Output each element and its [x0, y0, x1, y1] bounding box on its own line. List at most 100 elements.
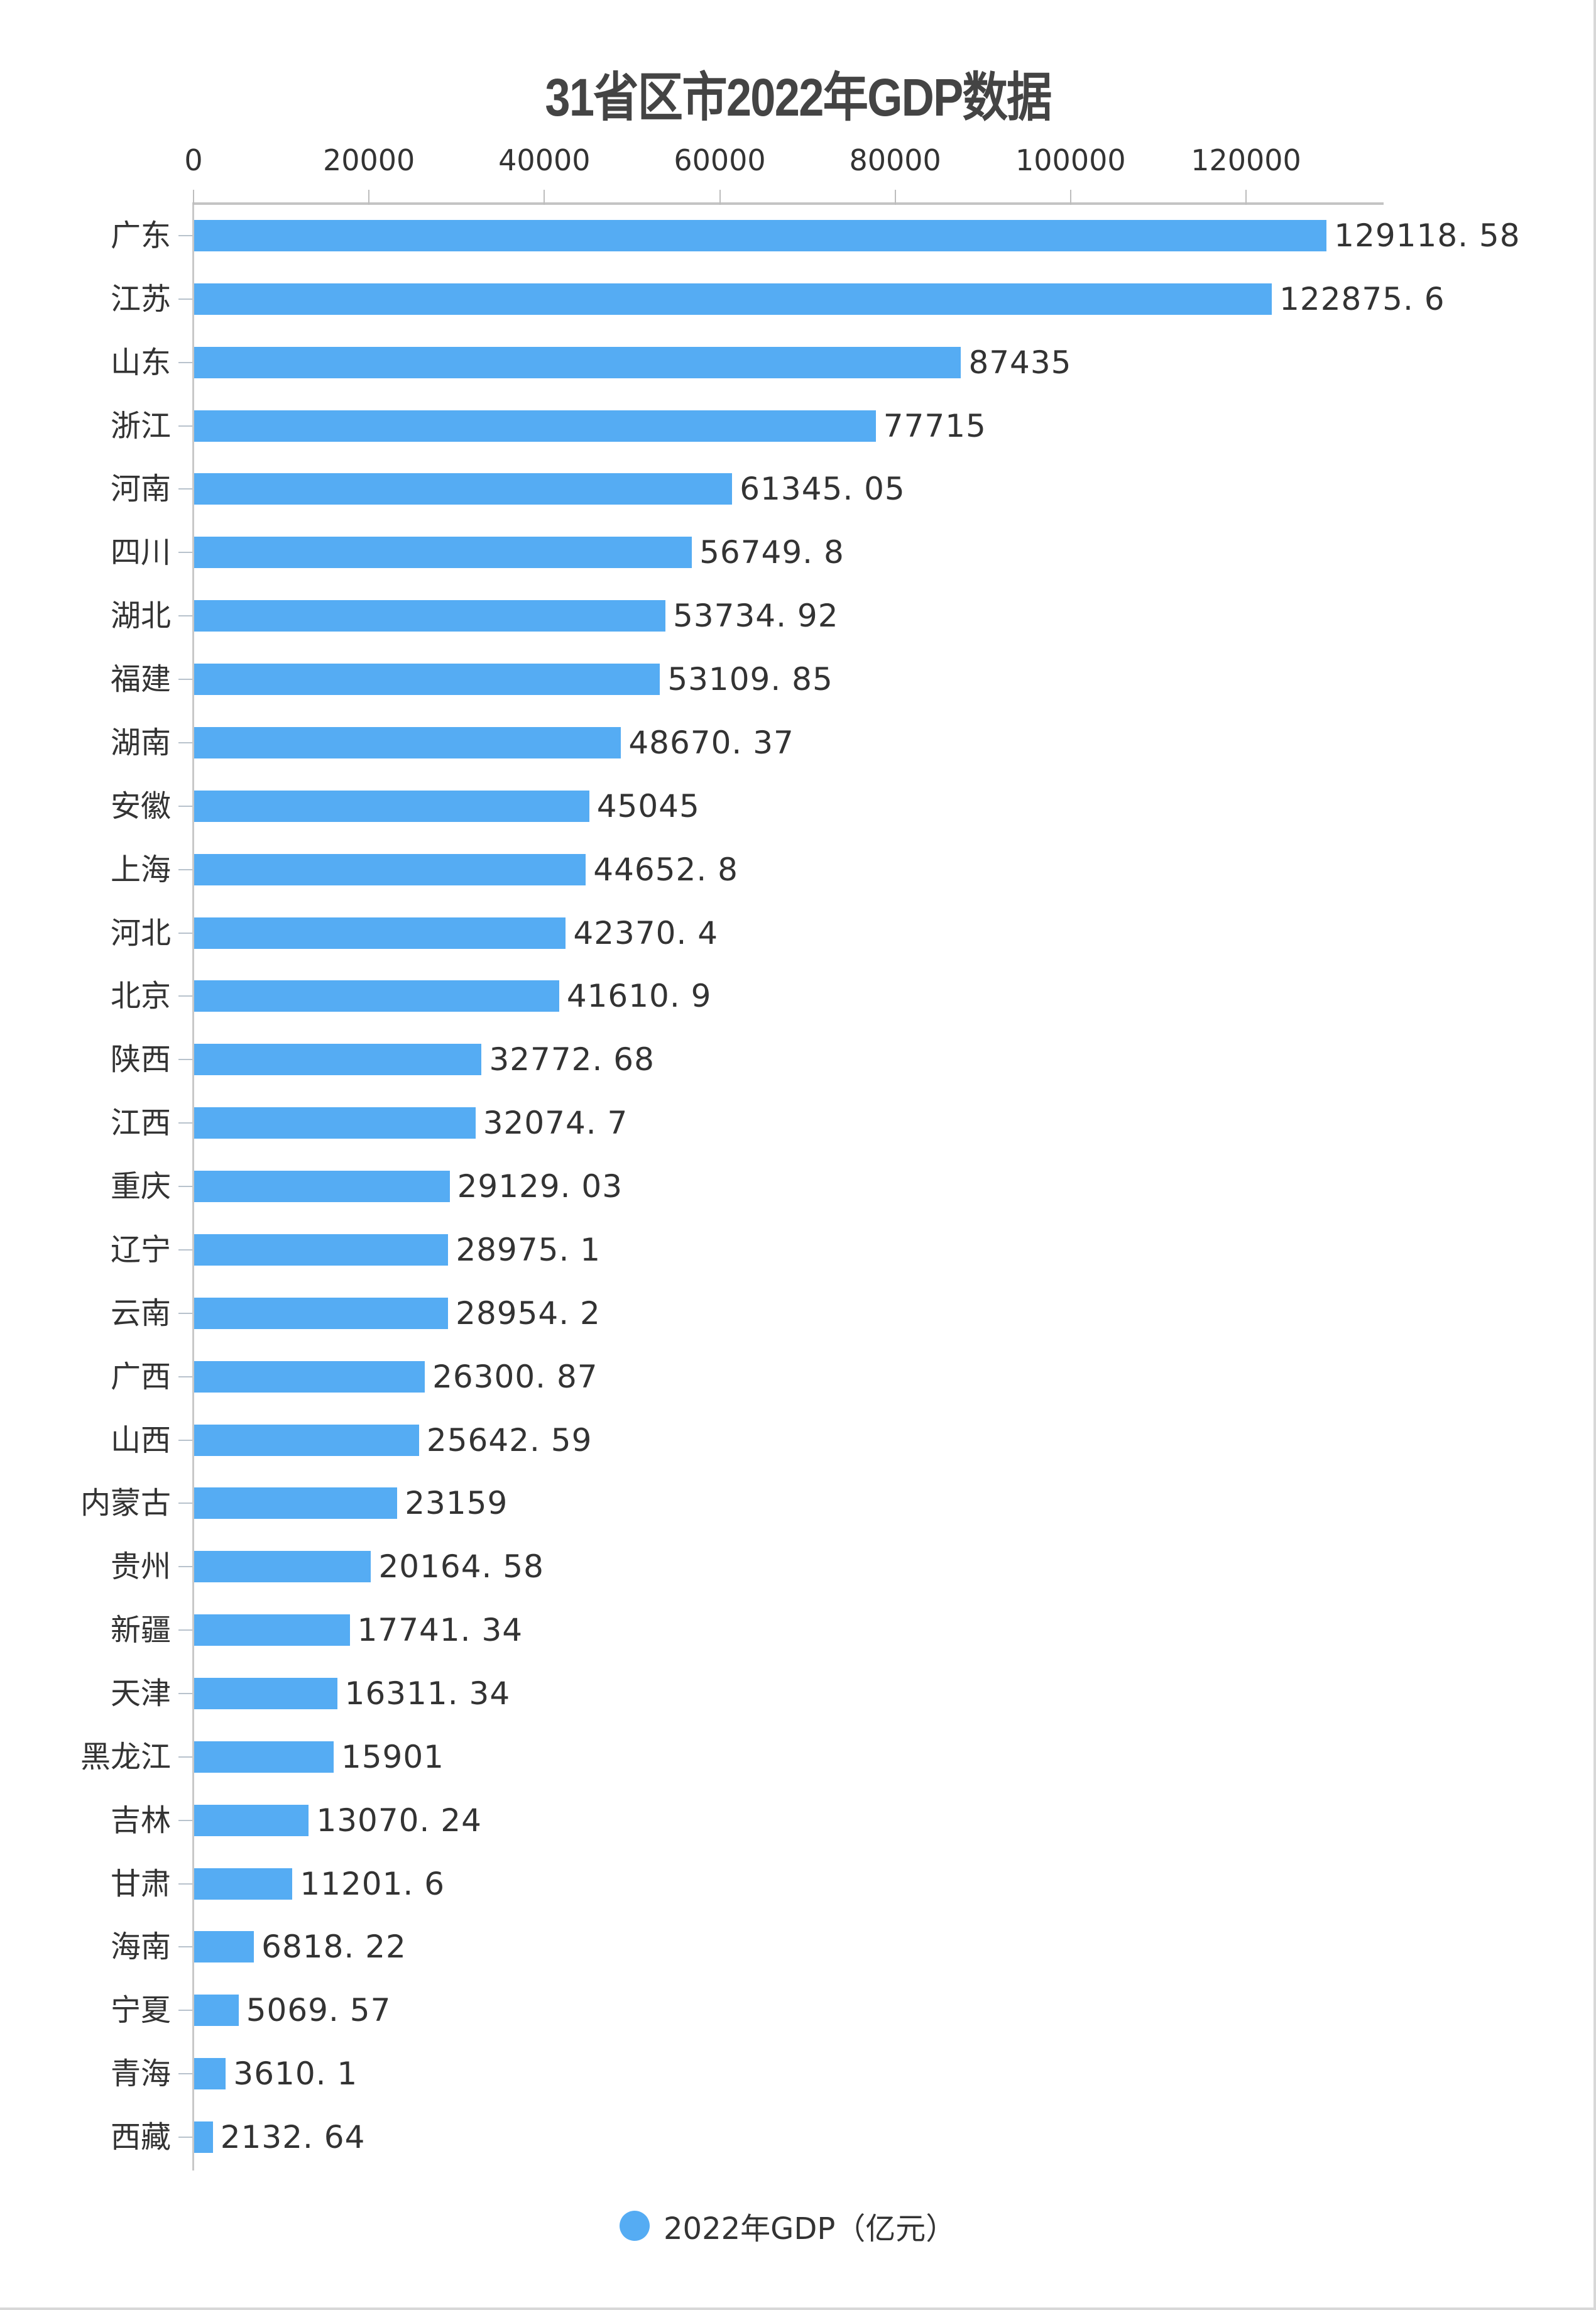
- category-label: 陕西: [110, 1042, 171, 1078]
- value-label: 53109. 85: [667, 661, 833, 698]
- bar-row: 江西 32074. 7: [0, 1105, 1596, 1141]
- category-label: 辽宁: [110, 1232, 171, 1267]
- bar[interactable]: [194, 1741, 334, 1773]
- bar[interactable]: [194, 1297, 449, 1329]
- x-tick-label: 40000: [498, 143, 591, 177]
- bar[interactable]: [194, 346, 961, 378]
- y-tick-mark: [178, 298, 192, 300]
- value-label: 13070. 24: [316, 1802, 482, 1839]
- y-tick-mark: [178, 1503, 192, 1504]
- bar[interactable]: [194, 726, 621, 758]
- y-tick-mark: [178, 1756, 192, 1758]
- value-label: 17741. 34: [357, 1612, 523, 1649]
- bar[interactable]: [194, 283, 1272, 315]
- bar[interactable]: [194, 473, 733, 505]
- category-label: 江西: [110, 1105, 171, 1141]
- bar[interactable]: [194, 1107, 476, 1139]
- bar[interactable]: [194, 1678, 337, 1709]
- category-label: 山东: [110, 344, 171, 380]
- bar-row: 西藏 2132. 64: [0, 2119, 1596, 2156]
- bar-row: 北京 41610. 9: [0, 978, 1596, 1015]
- bar[interactable]: [194, 2121, 213, 2154]
- value-label: 25642. 59: [426, 1421, 593, 1459]
- bar[interactable]: [194, 1551, 371, 1583]
- bar[interactable]: [194, 537, 692, 569]
- bar-row: 陕西 32772. 68: [0, 1041, 1596, 1078]
- bar-row: 内蒙古 23159: [0, 1486, 1596, 1520]
- value-label: 32772. 68: [489, 1041, 655, 1078]
- bar-row: 广西 26300. 87: [0, 1358, 1596, 1395]
- bar-row: 河北 42370. 4: [0, 916, 1596, 950]
- bar-row: 湖南 48670. 37: [0, 724, 1596, 761]
- y-tick-mark: [178, 1439, 192, 1441]
- category-label: 湖南: [110, 725, 171, 760]
- bar[interactable]: [194, 220, 1327, 251]
- value-label: 77715: [883, 407, 987, 444]
- value-label: 48670. 37: [628, 724, 794, 761]
- y-tick-mark: [178, 1376, 192, 1377]
- bar[interactable]: [194, 1424, 419, 1456]
- bar-row: 四川 56749. 8: [0, 535, 1596, 569]
- category-label: 宁夏: [110, 1993, 171, 2028]
- bar-row: 甘肃 11201. 6: [0, 1867, 1596, 1901]
- bar-row: 安徽 45045: [0, 789, 1596, 823]
- bar-row: 青海 3610. 1: [0, 2056, 1596, 2092]
- y-tick-mark: [178, 932, 192, 934]
- y-tick-mark: [178, 995, 192, 997]
- y-tick-mark: [178, 552, 192, 554]
- bar[interactable]: [194, 1171, 450, 1203]
- bar[interactable]: [194, 1360, 425, 1393]
- category-label: 上海: [110, 851, 171, 887]
- bar[interactable]: [194, 1234, 449, 1266]
- bar-row: 山东 87435: [0, 344, 1596, 381]
- category-label: 河南: [110, 471, 171, 507]
- legend-label: 2022年GDP（亿元）: [664, 2211, 956, 2247]
- x-tick-label: 120000: [1191, 143, 1301, 177]
- y-tick-mark: [178, 425, 192, 427]
- value-label: 26300. 87: [432, 1358, 598, 1395]
- bar[interactable]: [194, 1931, 254, 1963]
- y-tick-mark: [178, 868, 192, 870]
- bar-row: 贵州 20164. 58: [0, 1550, 1596, 1584]
- bar-row: 浙江 77715: [0, 407, 1596, 444]
- bar[interactable]: [194, 1487, 398, 1519]
- bar[interactable]: [194, 2058, 226, 2090]
- y-tick-mark: [178, 2073, 192, 2075]
- x-tick-label: 60000: [674, 143, 766, 177]
- value-label: 2132. 64: [220, 2119, 366, 2156]
- bar[interactable]: [194, 853, 586, 885]
- bar-row: 福建 53109. 85: [0, 661, 1596, 698]
- y-tick-mark: [178, 615, 192, 617]
- value-label: 5069. 57: [246, 1992, 391, 2029]
- bar-row: 广东 129118. 58: [0, 219, 1596, 253]
- value-label: 15901: [341, 1738, 444, 1775]
- x-tick-label: 100000: [1015, 143, 1126, 177]
- x-tick-label: 0: [184, 143, 203, 177]
- bar[interactable]: [194, 600, 666, 632]
- value-label: 41610. 9: [566, 978, 712, 1015]
- bar[interactable]: [194, 1868, 293, 1900]
- bar[interactable]: [194, 790, 589, 822]
- bar[interactable]: [194, 410, 876, 442]
- bar[interactable]: [194, 980, 559, 1012]
- y-tick-mark: [178, 2010, 192, 2012]
- value-label: 87435: [968, 344, 1072, 381]
- y-tick-mark: [178, 235, 192, 236]
- legend[interactable]: 2022年GDP（亿元）: [620, 2208, 956, 2247]
- category-label: 青海: [110, 2056, 171, 2092]
- y-tick-mark: [178, 1186, 192, 1188]
- bar[interactable]: [194, 1804, 309, 1836]
- bar[interactable]: [194, 1995, 239, 2027]
- y-tick-mark: [178, 1059, 192, 1061]
- bar[interactable]: [194, 1614, 350, 1646]
- y-tick-mark: [178, 1122, 192, 1124]
- x-tick-mark: [1069, 190, 1071, 205]
- category-label: 西藏: [110, 2120, 171, 2155]
- category-label: 北京: [110, 978, 171, 1014]
- value-label: 28975. 1: [456, 1231, 601, 1268]
- bar[interactable]: [194, 1044, 482, 1076]
- bar-row: 山西 25642. 59: [0, 1421, 1596, 1459]
- bar[interactable]: [194, 917, 566, 949]
- bar[interactable]: [194, 664, 660, 696]
